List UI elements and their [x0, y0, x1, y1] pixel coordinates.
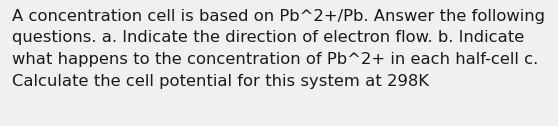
Text: A concentration cell is based on Pb^2+/Pb. Answer the following
questions. a. In: A concentration cell is based on Pb^2+/P…: [12, 9, 545, 89]
